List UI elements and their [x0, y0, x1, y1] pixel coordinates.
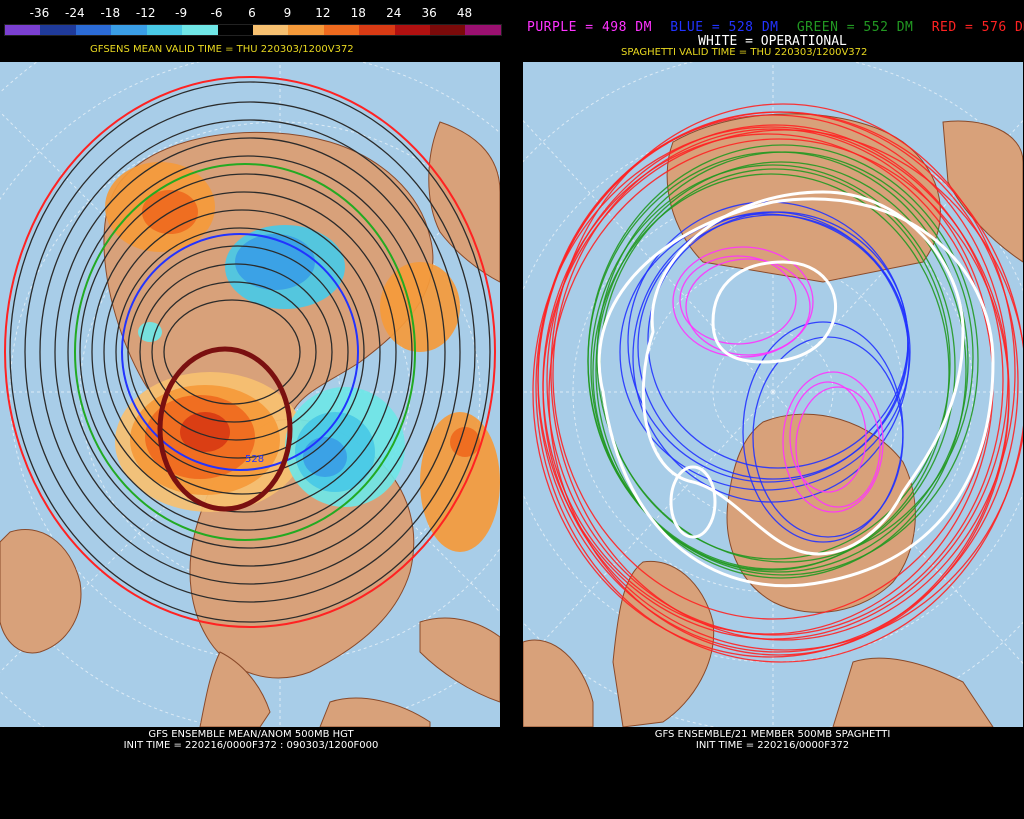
colorbar-tick-label: 48 [456, 6, 473, 20]
colorbar-tick-label: 36 [421, 6, 437, 20]
colorbar-tick-label: -6 [210, 6, 223, 20]
colorbar-swatch [465, 25, 501, 35]
colorbar-swatch [5, 25, 41, 35]
ensemble-mean-panel: -36 -24 -18 -12 -9 -6 6 9 12 18 24 36 48 GFSENS MEAN… [0, 0, 502, 819]
colorbar-tick-label: -36 [29, 6, 50, 20]
legend-red: RED = 576 DM [931, 20, 1024, 35]
colorbar-swatch [75, 25, 112, 35]
spaghetti-map [523, 62, 1023, 727]
green-contour [74, 163, 416, 541]
colorbar-swatch [182, 25, 218, 35]
colorbar-swatch [430, 25, 466, 35]
colorbar-swatch [288, 25, 324, 35]
spaghetti-caption-init: INIT TIME = 220216/0000F372 [695, 740, 850, 751]
colorbar-swatch [111, 25, 147, 35]
anomaly-colorbar [4, 24, 502, 36]
colorbar-tick-label: 18 [350, 6, 366, 20]
legend-purple: PURPLE = 498 DM [527, 20, 652, 35]
legend-green: GREEN = 552 DM [796, 20, 914, 35]
colorbar-swatch [323, 25, 360, 35]
colorbar-tick-label: -9 [175, 6, 188, 20]
red-576-lines [532, 103, 1023, 663]
spaghetti-valid-time: SPAGHETTI VALID TIME = THU 220303/1200V3… [621, 47, 868, 58]
ensemble-mean-map: 528 [0, 62, 500, 727]
colorbar-tick-label: 24 [386, 6, 402, 20]
colorbar-tick-labels: -36 -24 -18 -12 -9 -6 6 9 12 18 24 36 48 [4, 6, 500, 22]
colorbar-tick-label: 6 [248, 6, 256, 20]
highlight-ring [157, 346, 293, 512]
colorbar-tick-label: -18 [100, 6, 121, 20]
green-552-lines [587, 144, 979, 579]
purple-498-lines [672, 246, 884, 513]
contour-legend: PURPLE = 498 DM BLUE = 528 DM GREEN = 55… [527, 20, 1024, 35]
blue-contour [121, 233, 359, 471]
colorbar-swatch [359, 25, 395, 35]
legend-white: WHITE = OPERATIONAL [698, 34, 847, 49]
red-contour [4, 76, 496, 628]
operational-lines [597, 190, 995, 588]
mean-map-svg: 528 [0, 62, 500, 727]
contour-value-label: 528 [245, 454, 264, 465]
colorbar-tick-label: 9 [283, 6, 292, 20]
mean-valid-time: GFSENS MEAN VALID TIME = THU 220303/1200… [90, 44, 354, 55]
legend-blue: BLUE = 528 DM [670, 20, 779, 35]
colorbar-swatch [146, 25, 183, 35]
spaghetti-map-svg [523, 62, 1023, 727]
panel-divider [502, 0, 521, 819]
colorbar-tick-label: 12 [315, 6, 331, 20]
spaghetti-panel: PURPLE = 498 DM BLUE = 528 DM GREEN = 55… [521, 0, 1024, 819]
colorbar-tick-label: -24 [65, 6, 85, 20]
colorbar-swatch [217, 25, 253, 35]
mean-caption-init: INIT TIME = 220216/0000F372 : 090303/120… [123, 740, 379, 751]
colorbar-swatch [394, 25, 431, 35]
spaghetti-caption-title: GFS ENSEMBLE/21 MEMBER 500MB SPAGHETTI [654, 729, 891, 740]
spaghetti-caption: GFS ENSEMBLE/21 MEMBER 500MB SPAGHETTI I… [521, 729, 1024, 751]
mean-caption-title: GFS ENSEMBLE MEAN/ANOM 500MB HGT [148, 729, 354, 740]
height-contours [9, 81, 491, 623]
colorbar-tick-label: -12 [135, 6, 156, 20]
colorbar-swatch [252, 25, 289, 35]
colorbar-swatch [40, 25, 76, 35]
mean-caption: GFS ENSEMBLE MEAN/ANOM 500MB HGT INIT TI… [0, 729, 502, 751]
